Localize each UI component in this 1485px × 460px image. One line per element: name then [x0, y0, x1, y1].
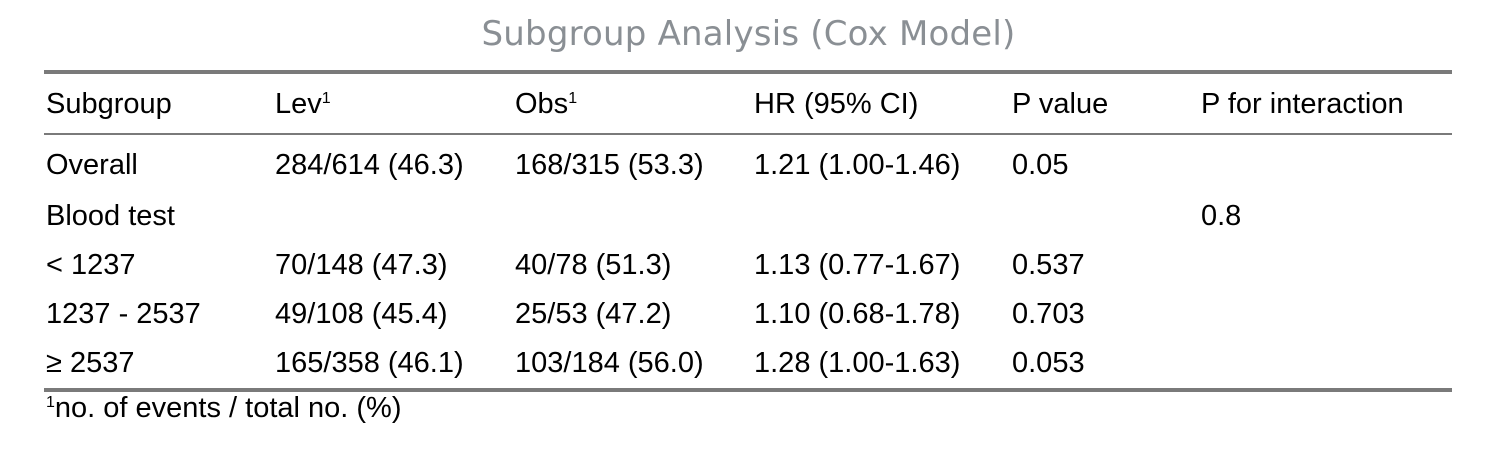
cell-p-value: 0.05 [1012, 149, 1069, 181]
table-title: Subgroup Analysis (Cox Model) [481, 14, 1016, 54]
table-row: ≥ 2537 165/358 (46.1) 103/184 (56.0) 1.2… [44, 339, 1452, 390]
header-row: Subgroup Lev1 Obs1 HR (95% CI) P value P… [44, 72, 1452, 134]
cell-obs: 103/184 (56.0) [515, 347, 704, 379]
cell-obs: 168/315 (53.3) [515, 149, 704, 181]
cell-p-interaction: 0.8 [1201, 200, 1242, 232]
cell-obs: 25/53 (47.2) [515, 298, 672, 330]
cell-hr: 1.13 (0.77-1.67) [754, 249, 961, 281]
cell-p-value: 0.053 [1012, 347, 1085, 379]
cell-p-interaction [1199, 241, 1452, 290]
table-row: Blood test 0.8 [44, 192, 1452, 241]
footnote-marker: 1 [321, 90, 331, 107]
column-header-subgroup: Subgroup [46, 88, 172, 120]
cell-subgroup: < 1237 [46, 249, 136, 281]
cell-obs: 40/78 (51.3) [515, 249, 672, 281]
table-row: < 1237 70/148 (47.3) 40/78 (51.3) 1.13 (… [44, 241, 1452, 290]
cell-p-value: 0.537 [1012, 249, 1085, 281]
cell-subgroup: 1237 - 2537 [46, 298, 201, 330]
subgroup-table-container: Subgroup Lev1 Obs1 HR (95% CI) P value P… [44, 70, 1452, 392]
footnote-text: no. of events / total no. (%) [54, 392, 402, 424]
cell-hr: 1.21 (1.00-1.46) [754, 149, 961, 181]
cell-lev: 165/358 (46.1) [275, 347, 464, 379]
cell-lev: 70/148 (47.3) [275, 249, 448, 281]
cell-subgroup: ≥ 2537 [46, 347, 135, 379]
cell-hr [752, 192, 1010, 241]
column-header-p-value: P value [1012, 88, 1109, 120]
cell-p-interaction [1199, 134, 1452, 192]
table-row: Overall 284/614 (46.3) 168/315 (53.3) 1.… [44, 134, 1452, 192]
cell-subgroup: Overall [46, 149, 138, 181]
cell-p-interaction [1199, 290, 1452, 339]
cell-lev [273, 192, 513, 241]
cell-hr: 1.28 (1.00-1.63) [754, 347, 961, 379]
footnote-marker: 1 [46, 394, 55, 411]
cell-p-interaction [1199, 339, 1452, 390]
footnote-marker: 1 [568, 90, 578, 107]
subgroup-table: Subgroup Lev1 Obs1 HR (95% CI) P value P… [44, 70, 1452, 392]
column-header-p-interaction: P for interaction [1201, 88, 1404, 120]
column-header-hr: HR (95% CI) [754, 88, 919, 120]
cell-subgroup: Blood test [46, 200, 175, 232]
table-row: 1237 - 2537 49/108 (45.4) 25/53 (47.2) 1… [44, 290, 1452, 339]
cell-lev: 284/614 (46.3) [275, 149, 464, 181]
cell-obs [513, 192, 752, 241]
table-footnote: 1no. of events / total no. (%) [46, 392, 401, 425]
cell-hr: 1.10 (0.68-1.78) [754, 298, 961, 330]
cell-p-value [1010, 192, 1199, 241]
column-header-lev: Lev1 [275, 88, 331, 120]
column-header-obs: Obs1 [515, 88, 578, 120]
cell-lev: 49/108 (45.4) [275, 298, 448, 330]
cell-p-value: 0.703 [1012, 298, 1085, 330]
